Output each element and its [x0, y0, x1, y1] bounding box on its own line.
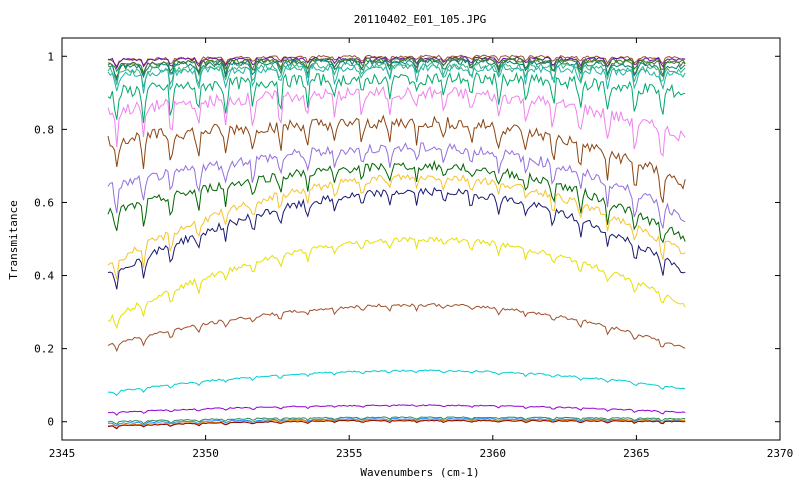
series-line-6	[107, 61, 686, 88]
series-line-14	[107, 186, 686, 290]
series-line-15	[107, 236, 686, 330]
series-line-8	[107, 71, 686, 124]
series-line-22	[107, 419, 686, 430]
x-tick-label: 2355	[336, 447, 363, 460]
y-axis: 0 0.2 0.4 0.6 0.8 1	[34, 50, 780, 429]
y-tick-label: 1	[47, 50, 54, 63]
series-line-7	[107, 62, 686, 94]
y-tick-label: 0	[47, 416, 54, 429]
series-line-2	[107, 56, 686, 70]
series-line-17	[107, 369, 686, 396]
x-tick-label: 2360	[480, 447, 507, 460]
series-line-4	[107, 56, 686, 79]
y-axis-label: Transmitance	[7, 200, 20, 279]
series-line-11	[107, 142, 686, 229]
x-tick-label: 2350	[192, 447, 219, 460]
series-line-20	[108, 417, 686, 427]
x-tick-label: 2365	[623, 447, 650, 460]
x-axis-label: Wavenumbers (cm-1)	[360, 466, 479, 479]
series-line-10	[107, 114, 686, 203]
series-line-19	[107, 416, 686, 425]
series-line-12	[107, 159, 686, 244]
x-axis: 2345 2350 2355 2360 2365 2370	[49, 38, 794, 460]
plot-frame	[61, 37, 781, 441]
x-tick-label: 2370	[767, 447, 794, 460]
series-line-9	[107, 85, 686, 158]
y-tick-label: 0.8	[34, 123, 54, 136]
x-tick-label: 2345	[49, 447, 76, 460]
y-tick-label: 0.4	[34, 270, 54, 283]
chart-title: 20110402_E01_105.JPG	[354, 13, 486, 26]
series-line-13	[107, 173, 686, 280]
y-tick-label: 0.6	[34, 196, 54, 209]
y-tick-label: 0.2	[34, 343, 54, 356]
series-layer	[107, 54, 686, 430]
series-line-18	[107, 404, 686, 416]
series-line-16	[107, 303, 686, 353]
